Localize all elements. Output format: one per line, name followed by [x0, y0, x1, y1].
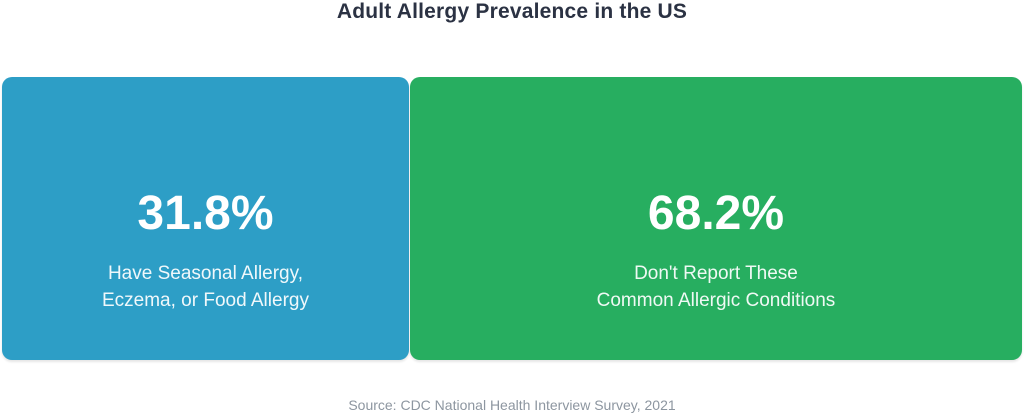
segment-value-seasonal: 31.8%	[137, 186, 274, 240]
segment-label-seasonal-line2: Eczema, or Food Allergy	[101, 289, 309, 311]
segment-seasonal-allergy: 31.8% Have Seasonal Allergy, Eczema, or …	[2, 77, 409, 360]
segment-label-seasonal-line1: Have Seasonal Allergy,	[107, 262, 303, 284]
source-caption: Source: CDC National Health Interview Su…	[348, 397, 676, 413]
stacked-bar: 31.8% Have Seasonal Allergy, Eczema, or …	[2, 77, 1022, 360]
segment-label-no-report: Don't Report These Common Allergic Condi…	[597, 260, 836, 314]
segment-label-seasonal: Have Seasonal Allergy, Eczema, or Food A…	[102, 260, 309, 314]
segment-no-report: 68.2% Don't Report These Common Allergic…	[409, 77, 1022, 360]
segment-label-no-report-line2: Common Allergic Conditions	[596, 289, 836, 311]
segment-label-no-report-line1: Don't Report These	[634, 262, 798, 284]
segment-value-no-report: 68.2%	[647, 186, 785, 240]
chart-title: Adult Allergy Prevalence in the US	[336, 0, 688, 23]
